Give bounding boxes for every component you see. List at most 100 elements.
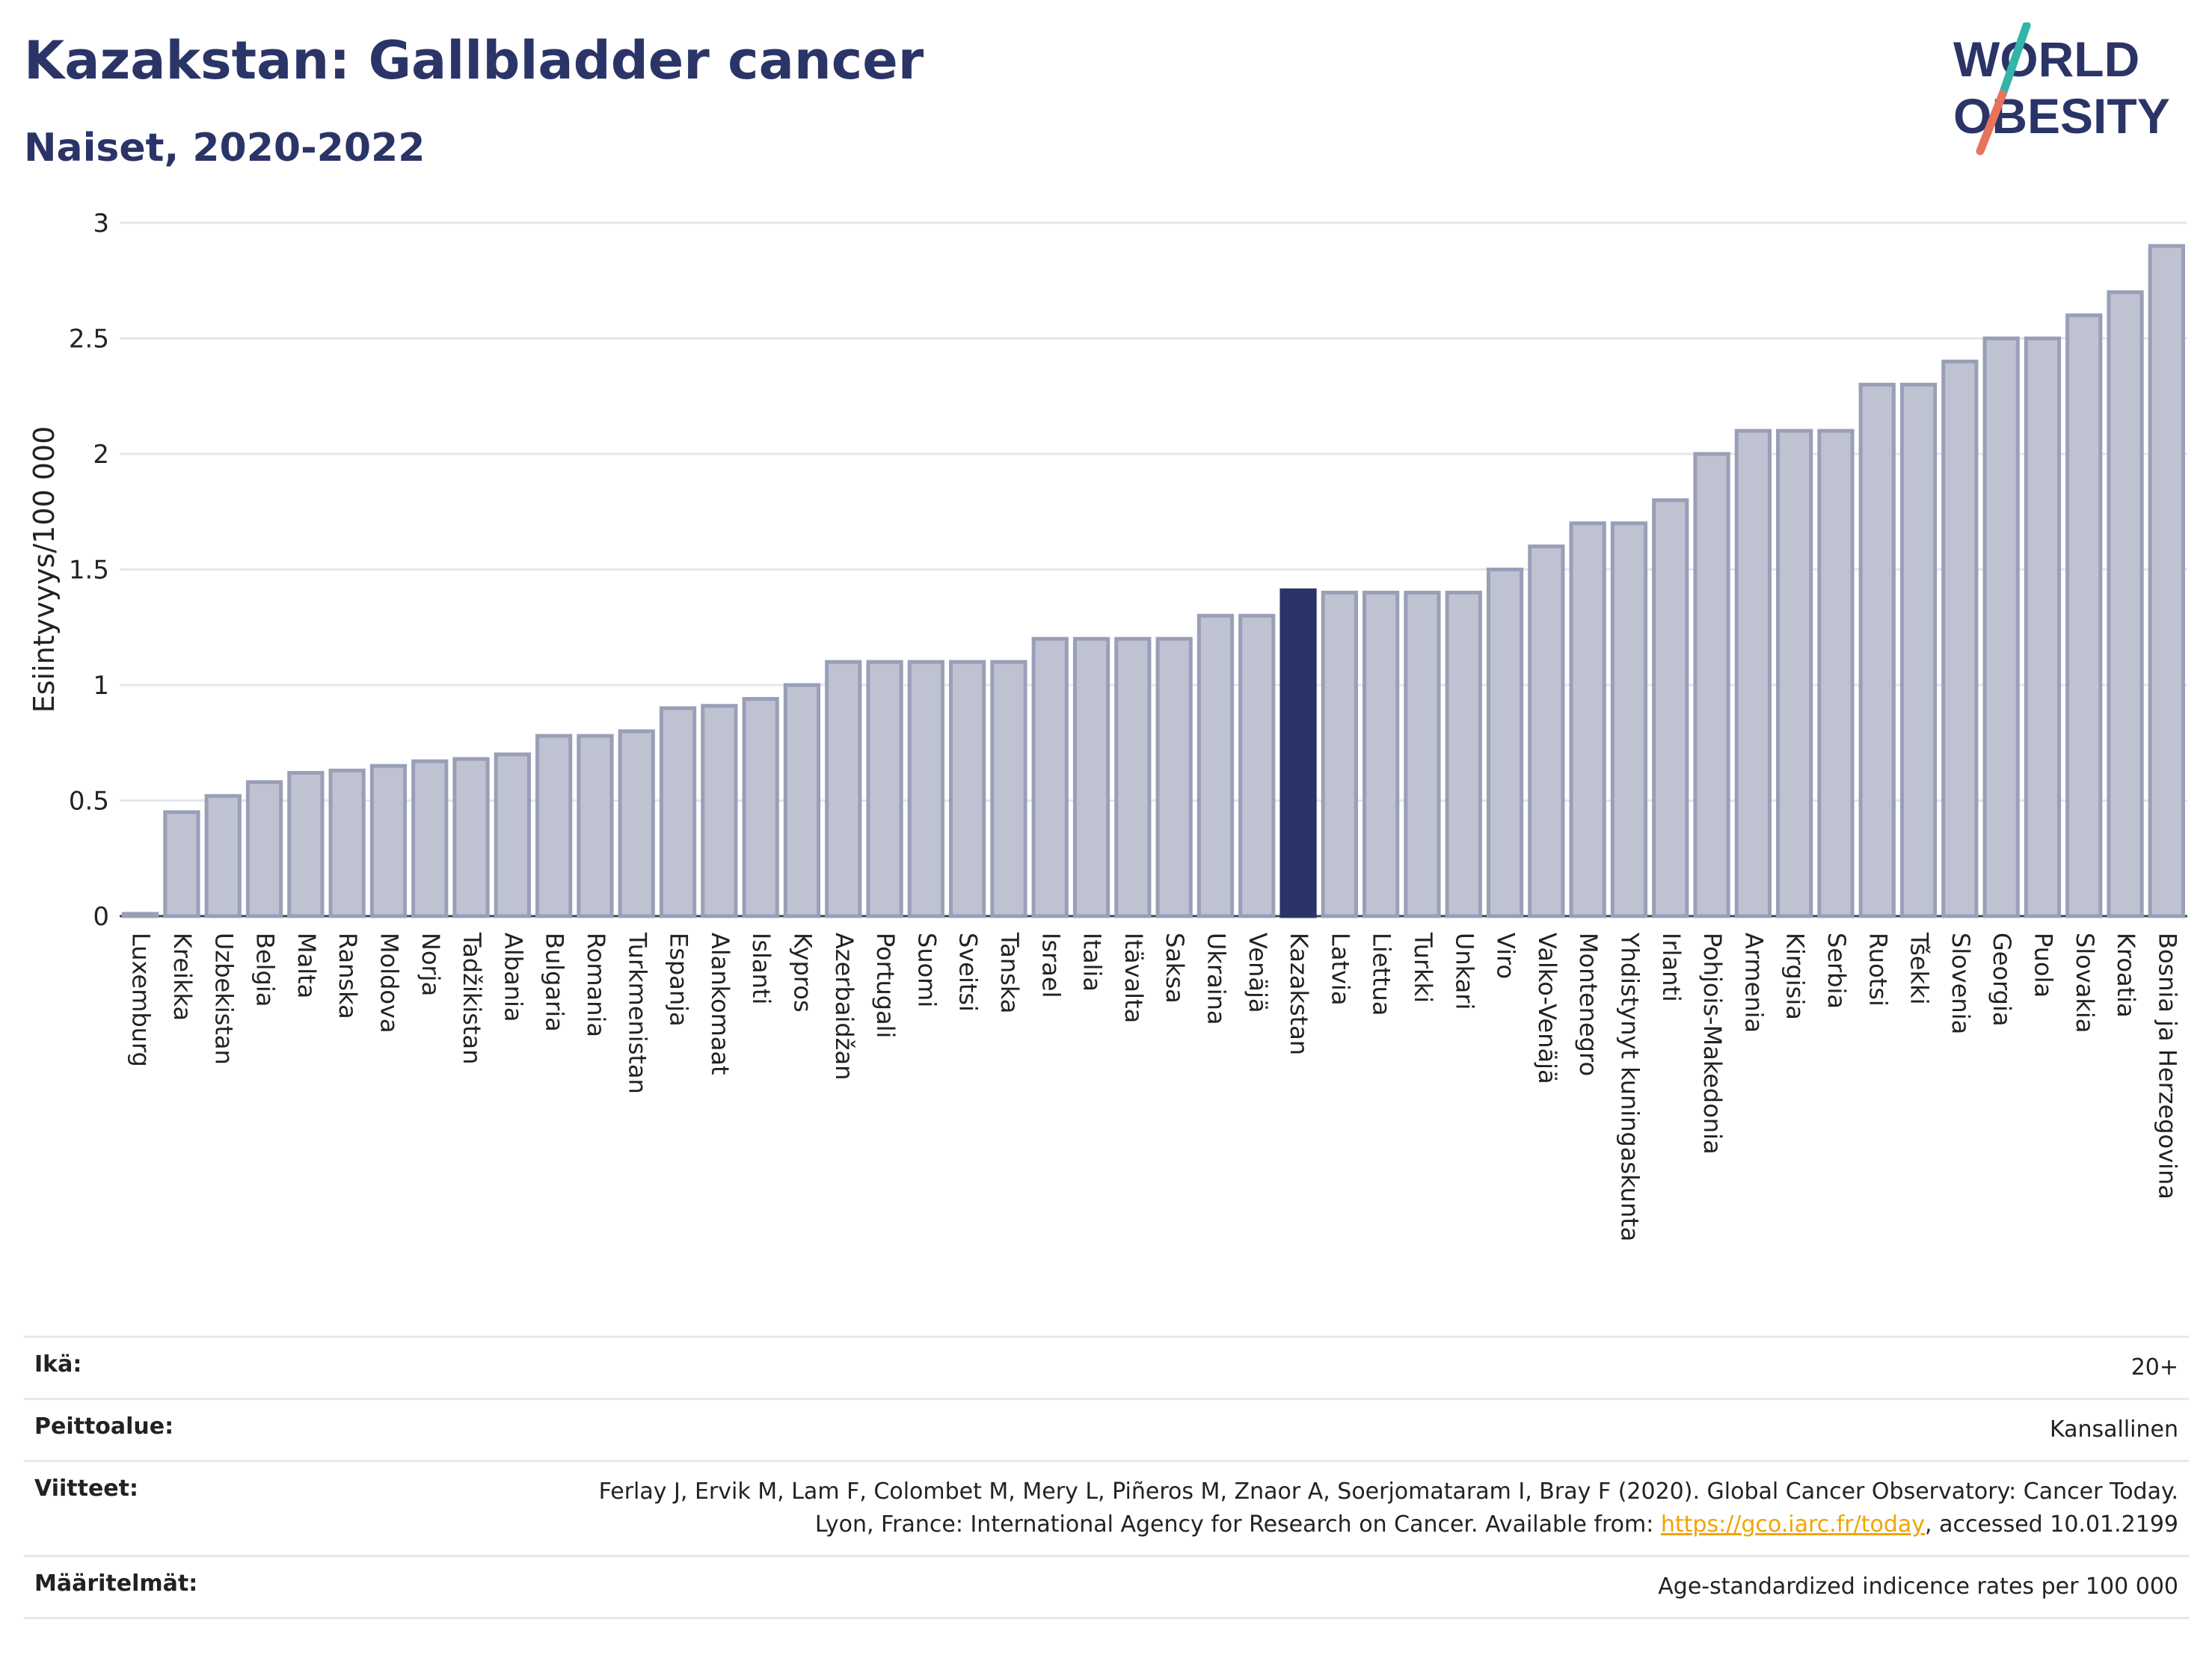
x-tick-label: Montenegro xyxy=(1574,933,1603,1076)
x-tick-label: Luxemburg xyxy=(127,933,156,1067)
bar-malta xyxy=(287,770,325,918)
bar-it-valta xyxy=(1114,636,1152,918)
bar-bulgaria xyxy=(535,734,573,918)
y-tick-label: 0.5 xyxy=(69,787,109,817)
bar-turkki xyxy=(1404,590,1441,918)
logo-slash-top xyxy=(1998,22,2031,99)
x-tick-label: Itävalta xyxy=(1119,933,1148,1023)
bar-yhdistynyt-kuningaskunta xyxy=(1610,521,1648,918)
world-obesity-logo: WORLD OBESITY xyxy=(1953,22,2170,156)
x-tick-label: Armenia xyxy=(1739,933,1768,1033)
x-tick-label: Moldova xyxy=(375,933,403,1034)
meta-key-references: Viitteet: xyxy=(34,1476,138,1502)
bar-turkmenistan xyxy=(618,729,655,918)
x-tick-label: Kreikka xyxy=(168,933,197,1021)
bar-ven-j- xyxy=(1238,613,1276,918)
x-tick-label: Belgia xyxy=(251,933,280,1007)
bar-azerbaid-an xyxy=(825,660,862,918)
bar-kirgisia xyxy=(1776,429,1813,918)
x-tick-label: Slovenia xyxy=(1947,933,1975,1034)
bar-belgia xyxy=(245,780,283,918)
meta-key-coverage: Peittoalue: xyxy=(34,1413,174,1440)
x-tick-label: Georgia xyxy=(1988,933,2016,1026)
bar-slovakia xyxy=(2065,313,2103,918)
bar-uzbekistan xyxy=(204,793,242,918)
bar-albania xyxy=(494,752,531,918)
bar-ruotsi xyxy=(1858,382,1896,918)
y-tick-label: 1 xyxy=(93,671,109,701)
metadata-table: Ikä: 20+ Peittoalue: Kansallinen Viittee… xyxy=(24,1336,2189,1619)
x-tick-label: Israel xyxy=(1036,933,1065,998)
bar-sveitsi xyxy=(949,660,986,918)
x-tick-label: Latvia xyxy=(1326,933,1354,1005)
bar-viro xyxy=(1486,568,1524,918)
bar-georgia xyxy=(1982,337,2020,918)
x-tick-label: Bulgaria xyxy=(541,933,569,1032)
x-tick-label: Yhdistynyt kuningaskunta xyxy=(1615,932,1644,1241)
bar-moldova xyxy=(369,764,408,918)
bar-kazakstan xyxy=(1279,588,1317,918)
meta-value-age: 20+ xyxy=(2130,1354,2178,1381)
bar-portugali xyxy=(866,660,903,918)
logo-slash-bottom xyxy=(1976,90,2007,156)
bar-slovenia xyxy=(1941,359,1979,918)
x-tick-label: Norja xyxy=(417,933,445,996)
reference-link[interactable]: https://gco.iarc.fr/today xyxy=(1660,1511,1926,1538)
logo-line1: WORLD xyxy=(1953,31,2139,87)
bar-islanti xyxy=(742,697,779,918)
meta-value-references: Ferlay J, Ervik M, Lam F, Colombet M, Me… xyxy=(571,1476,2178,1541)
bar-kroatia xyxy=(2107,290,2144,918)
x-tick-label: Tadžikistan xyxy=(458,932,486,1064)
y-axis-ticks: 0 0.5 1 1.5 2 2.5 3 xyxy=(69,209,109,932)
meta-key-definitions: Määritelmät: xyxy=(34,1570,198,1597)
y-tick-label: 0 xyxy=(93,902,109,932)
x-tick-label: Puola xyxy=(2029,933,2057,998)
x-tick-label: Kirgisia xyxy=(1781,933,1810,1020)
bar-bosnia-ja-herzegovina xyxy=(2148,244,2185,918)
bars xyxy=(122,244,2185,918)
bar-kypros xyxy=(783,683,821,918)
y-tick-label: 1.5 xyxy=(69,556,109,586)
bar-luxemburg xyxy=(122,912,159,918)
reference-text: Ferlay J, Ervik M, Lam F, Colombet M, Me… xyxy=(598,1479,2178,1538)
bar-ukraina xyxy=(1196,613,1235,918)
meta-row-coverage: Peittoalue: Kansallinen xyxy=(24,1398,2189,1460)
x-tick-label: Espanja xyxy=(665,933,693,1027)
x-tick-label: Bosnia ja Herzegovina xyxy=(2153,933,2181,1200)
bar-armenia xyxy=(1734,429,1772,918)
x-tick-label: Turkki xyxy=(1409,932,1437,1003)
x-tick-label: Slovakia xyxy=(2071,933,2099,1033)
x-tick-label: Portugali xyxy=(871,933,900,1038)
bar-ranska xyxy=(328,768,366,918)
x-tick-label: Islanti xyxy=(747,933,775,1004)
bar-unkari xyxy=(1445,590,1482,918)
meta-row-references: Viitteet: Ferlay J, Ervik M, Lam F, Colo… xyxy=(24,1460,2189,1555)
meta-row-age: Ikä: 20+ xyxy=(24,1336,2189,1398)
bar-liettua xyxy=(1362,590,1400,918)
bar-romania xyxy=(577,734,614,918)
x-tick-label: Ranska xyxy=(334,933,362,1019)
y-tick-label: 2.5 xyxy=(69,325,109,354)
x-tick-label: Azerbaidžan xyxy=(830,933,858,1080)
y-tick-label: 3 xyxy=(93,209,109,239)
x-tick-label: Romania xyxy=(582,933,610,1037)
x-tick-label: Tanska xyxy=(995,932,1024,1013)
meta-key-age: Ikä: xyxy=(34,1351,82,1378)
x-tick-label: Irlanti xyxy=(1657,933,1686,1002)
bar-alankomaat xyxy=(701,704,738,918)
bar-tanska xyxy=(990,660,1027,918)
x-tick-label: Turkmenistan xyxy=(623,932,651,1094)
bar-espanja xyxy=(659,706,697,918)
bar-saksa xyxy=(1155,636,1193,918)
bar-irlanti xyxy=(1652,498,1689,918)
bar-pohjois-makedonia xyxy=(1693,452,1730,918)
y-axis-label: Esiintyvyys/100 000 xyxy=(28,426,61,713)
x-tick-label: Kypros xyxy=(788,933,817,1013)
x-tick-label: Sveitsi xyxy=(954,933,983,1012)
page-subtitle: Naiset, 2020-2022 xyxy=(24,126,425,171)
meta-row-definitions: Määritelmät: Age-standardized indicence … xyxy=(24,1555,2189,1619)
bar-montenegro xyxy=(1569,521,1606,918)
reference-accessed: , accessed 10.01.2199 xyxy=(1925,1511,2178,1538)
x-tick-label: Viro xyxy=(1492,933,1520,979)
page-title: Kazakstan: Gallbladder cancer xyxy=(24,30,924,91)
